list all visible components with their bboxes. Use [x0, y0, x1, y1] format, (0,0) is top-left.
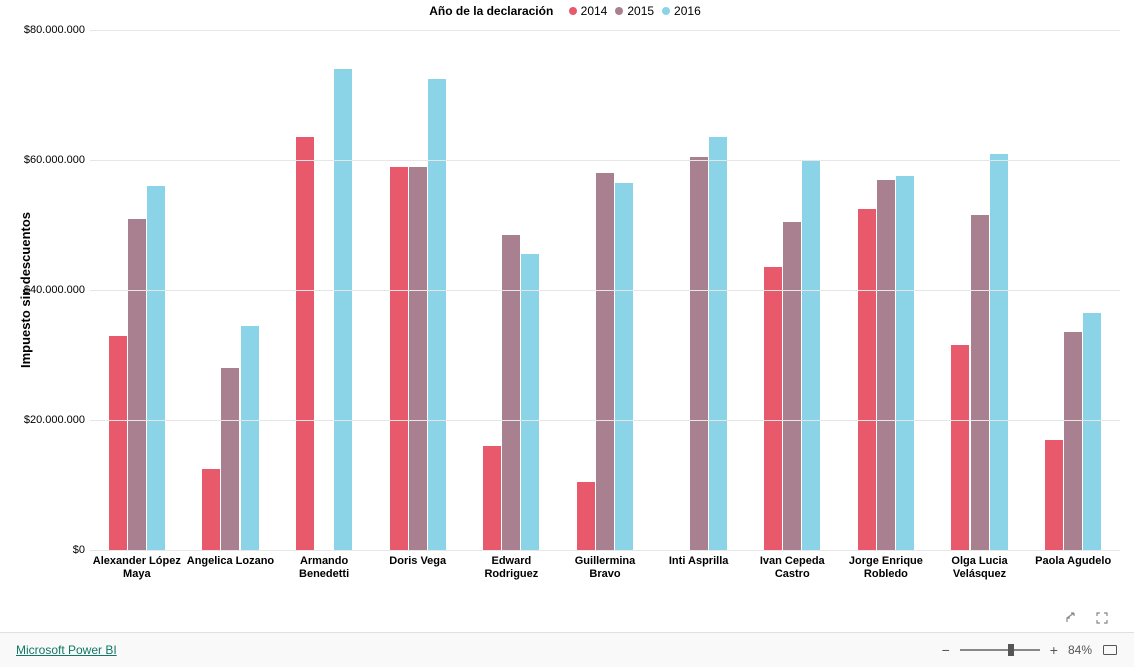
- x-tick-label: Guillermina Bravo: [560, 555, 650, 581]
- legend-label: 2015: [627, 4, 654, 18]
- plot-area: $0$20.000.000$40.000.000$60.000.000$80.0…: [90, 30, 1120, 550]
- y-tick-label: $40.000.000: [20, 284, 85, 296]
- bar[interactable]: [1064, 332, 1082, 550]
- chart-container: Año de la declaración 201420152016 Impue…: [0, 0, 1134, 632]
- x-tick-label: Edward Rodriguez: [466, 555, 556, 581]
- y-tick-label: $60.000.000: [20, 154, 85, 166]
- footer-controls: − + 84%: [942, 642, 1118, 658]
- x-tick-label: Olga Lucia Velásquez: [935, 555, 1025, 581]
- bar[interactable]: [783, 222, 801, 550]
- bar[interactable]: [109, 336, 127, 551]
- grid-line: [90, 420, 1120, 421]
- zoom-out-button[interactable]: −: [942, 642, 950, 658]
- bar[interactable]: [690, 157, 708, 550]
- zoom-in-button[interactable]: +: [1050, 642, 1058, 658]
- bar[interactable]: [483, 446, 501, 550]
- bar[interactable]: [896, 176, 914, 550]
- bar[interactable]: [521, 254, 539, 550]
- bar[interactable]: [409, 167, 427, 551]
- bar[interactable]: [577, 482, 595, 550]
- x-tick-label: Angelica Lozano: [185, 555, 275, 568]
- bar[interactable]: [877, 180, 895, 551]
- chart-action-icons: [1064, 610, 1110, 626]
- bar[interactable]: [128, 219, 146, 551]
- x-tick-label: Alexander López Maya: [92, 555, 182, 581]
- bar[interactable]: [764, 267, 782, 550]
- bar[interactable]: [390, 167, 408, 551]
- grid-line: [90, 160, 1120, 161]
- fit-to-page-icon[interactable]: [1102, 642, 1118, 658]
- legend: Año de la declaración 2014 2015 2016: [0, 4, 1134, 18]
- grid-line: [90, 30, 1120, 31]
- legend-item-2016[interactable]: 2016: [662, 4, 701, 18]
- x-tick-label: Doris Vega: [373, 555, 463, 568]
- x-axis-labels: Alexander López MayaAngelica Lozano Arman…: [90, 555, 1120, 615]
- y-tick-label: $20.000.000: [20, 414, 85, 426]
- x-tick-label: Inti Asprilla: [654, 555, 744, 568]
- legend-label: 2014: [581, 4, 608, 18]
- bar[interactable]: [709, 137, 727, 550]
- bar[interactable]: [971, 215, 989, 550]
- x-tick-label: Paola Agudelo: [1028, 555, 1118, 568]
- bar[interactable]: [147, 186, 165, 550]
- bar[interactable]: [615, 183, 633, 550]
- legend-item-2014[interactable]: 2014: [569, 4, 608, 18]
- legend-dot-icon: [615, 7, 623, 15]
- zoom-percent: 84%: [1068, 643, 1092, 657]
- bar[interactable]: [951, 345, 969, 550]
- x-tick-label: Armando Benedetti: [279, 555, 369, 581]
- legend-item-2015[interactable]: 2015: [615, 4, 654, 18]
- powerbi-link[interactable]: Microsoft Power BI: [16, 643, 117, 657]
- bar[interactable]: [334, 69, 352, 550]
- y-tick-label: $80.000.000: [20, 24, 85, 36]
- bar[interactable]: [1083, 313, 1101, 550]
- bar[interactable]: [502, 235, 520, 550]
- bar[interactable]: [990, 154, 1008, 551]
- grid-line: [90, 290, 1120, 291]
- legend-dot-icon: [569, 7, 577, 15]
- x-tick-label: Jorge Enrique Robledo: [841, 555, 931, 581]
- legend-title: Año de la declaración: [429, 4, 553, 18]
- grid-line: [90, 550, 1120, 551]
- legend-label: 2016: [674, 4, 701, 18]
- bar[interactable]: [802, 160, 820, 550]
- bar[interactable]: [221, 368, 239, 550]
- bar[interactable]: [202, 469, 220, 550]
- x-tick-label: Ivan Cepeda Castro: [747, 555, 837, 581]
- bar[interactable]: [1045, 440, 1063, 551]
- zoom-slider[interactable]: [960, 649, 1040, 651]
- share-icon[interactable]: [1064, 610, 1080, 626]
- bar[interactable]: [296, 137, 314, 550]
- zoom-thumb[interactable]: [1008, 644, 1014, 656]
- bar[interactable]: [596, 173, 614, 550]
- bar[interactable]: [241, 326, 259, 550]
- footer-bar: Microsoft Power BI − + 84%: [0, 632, 1134, 667]
- bar[interactable]: [428, 79, 446, 550]
- bar[interactable]: [858, 209, 876, 550]
- legend-dot-icon: [662, 7, 670, 15]
- y-tick-label: $0: [20, 544, 85, 556]
- fullscreen-icon[interactable]: [1094, 610, 1110, 626]
